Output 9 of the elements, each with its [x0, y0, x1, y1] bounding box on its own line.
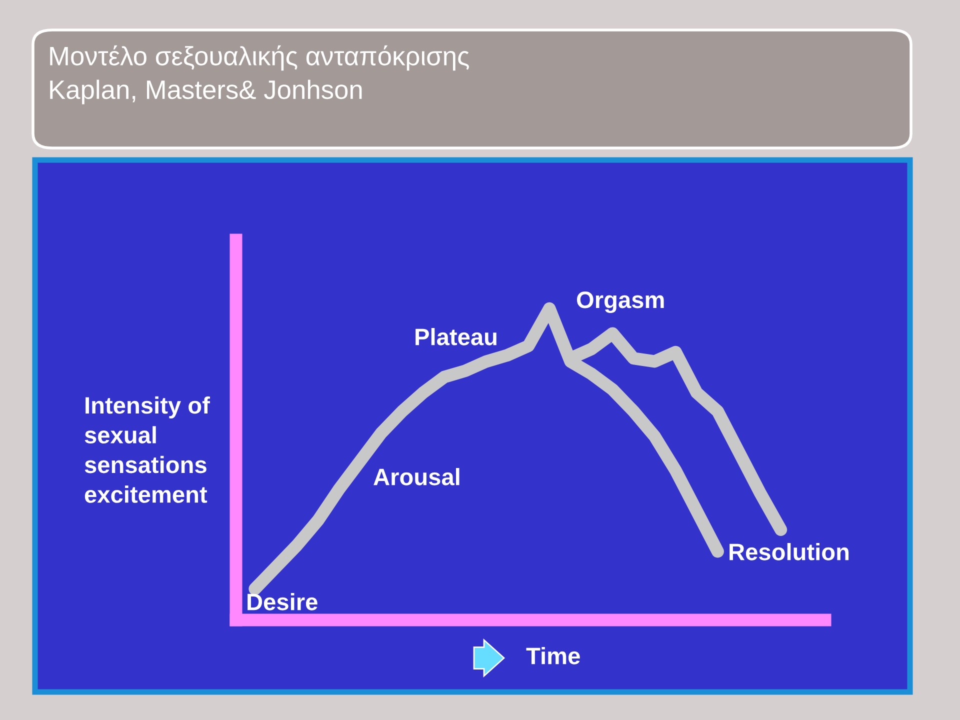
annotation: Orgasm: [576, 292, 664, 314]
annotation: Plateau: [416, 328, 496, 346]
annotation: Desire: [248, 592, 318, 610]
annotation: Arousal: [374, 468, 460, 486]
y-axis-title: Intensity of sexual sensations excitement: [84, 396, 210, 503]
chart-subtitle: Kaplan, Masters& Jonhson: [50, 80, 362, 104]
chart-title: Μοντέλο σεξουαλικής ανταπόκρισης: [50, 45, 469, 71]
annotation: Resolution: [730, 542, 849, 560]
x-axis-title: Time: [526, 646, 580, 664]
